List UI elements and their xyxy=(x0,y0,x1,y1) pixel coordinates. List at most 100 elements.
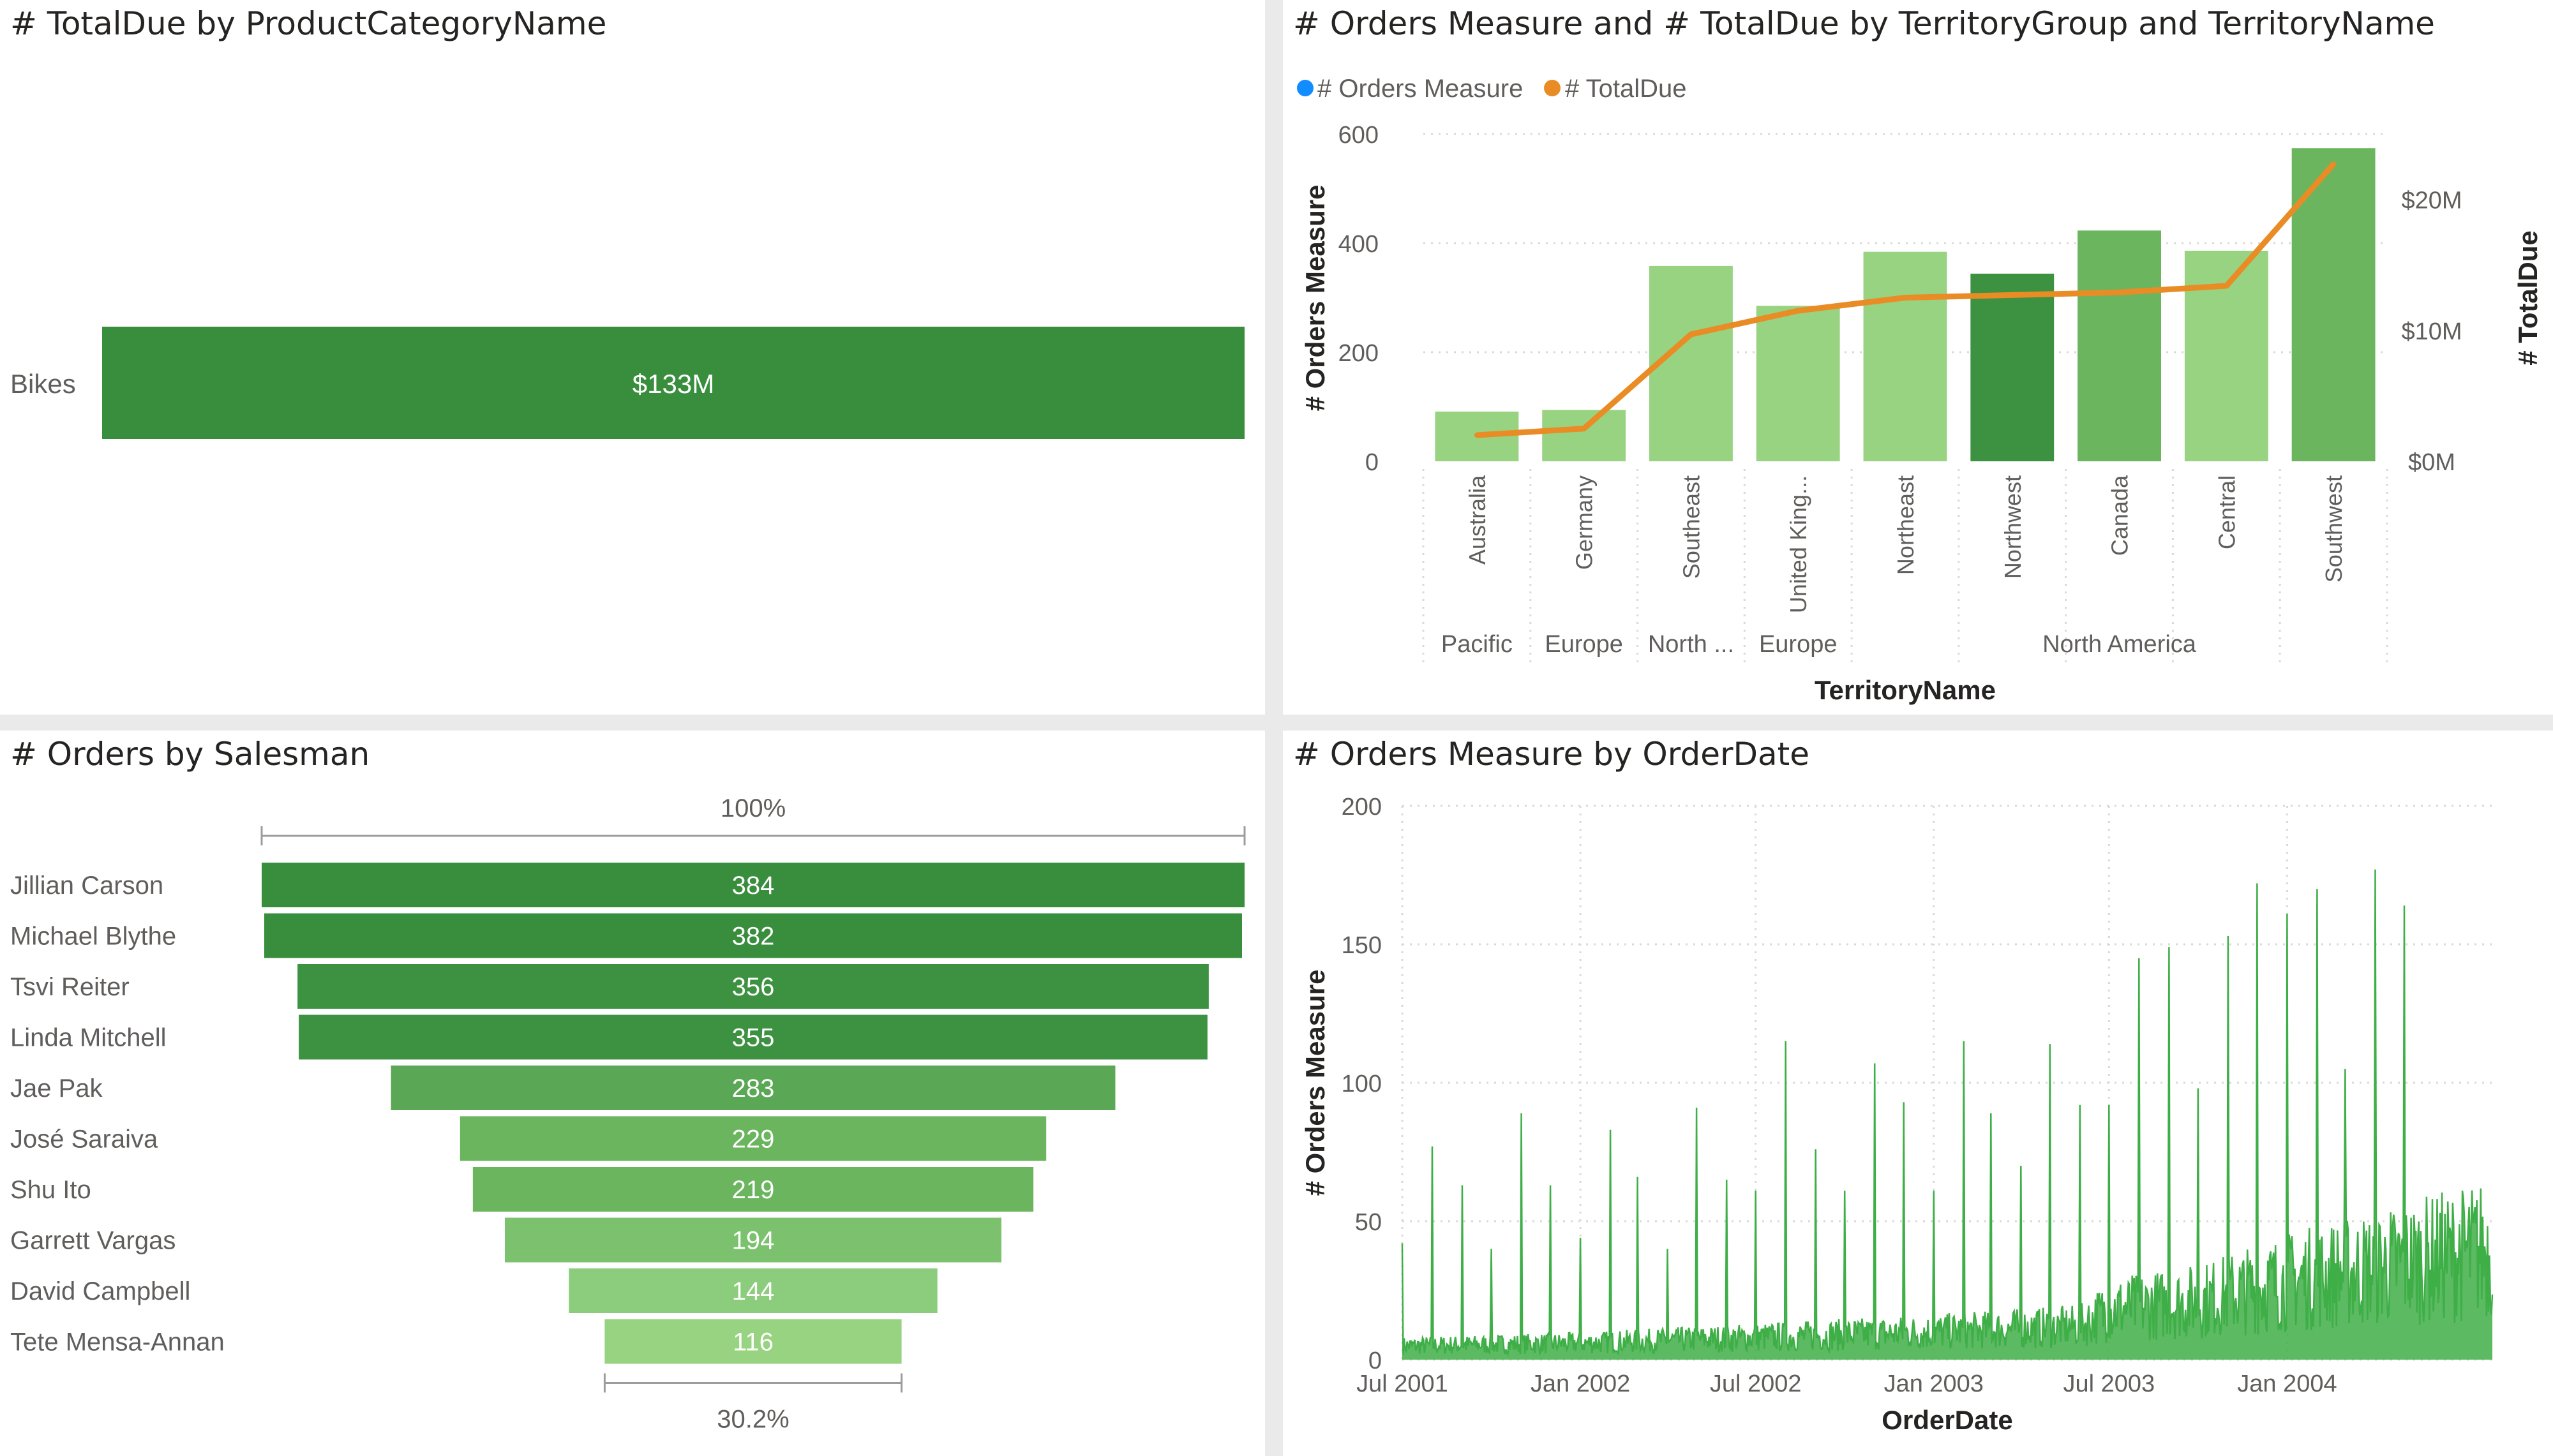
y2-tick-label: $0M xyxy=(2408,449,2455,476)
funnel-category-label: José Saraiva xyxy=(10,1125,158,1154)
line-point xyxy=(1688,331,1694,337)
funnel-category-label: Garrett Vargas xyxy=(10,1227,176,1255)
funnel-data-label: 144 xyxy=(732,1277,775,1305)
x-tick-label: Jan 2003 xyxy=(1884,1371,1984,1397)
funnel-category-label: Tsvi Reiter xyxy=(10,973,130,1001)
funnel-bar xyxy=(472,1167,1034,1212)
category-label: Bikes xyxy=(10,369,76,399)
funnel-category-label: Jae Pak xyxy=(10,1074,103,1103)
x-tick-label: Germany xyxy=(1571,475,1598,570)
line-series-area xyxy=(1402,869,2492,1360)
funnel-bar xyxy=(569,1268,938,1313)
funnel-bar xyxy=(264,913,1242,958)
line-point xyxy=(2009,292,2015,298)
y-tick-label: 200 xyxy=(1338,340,1379,367)
data-label: $133M xyxy=(633,369,714,399)
funnel-category-label: Jillian Carson xyxy=(10,872,163,900)
funnel-chart-panel[interactable]: # Orders by Salesman 100% Jillian Carson 3… xyxy=(0,731,1265,1456)
y-tick-label: 100 xyxy=(1342,1071,1382,1097)
funnel-category-label: Tete Mensa-Annan xyxy=(10,1328,225,1356)
line-point xyxy=(2331,161,2337,167)
line-chart-title: # Orders Measure by OrderDate xyxy=(1293,736,1810,773)
combo-chart-panel[interactable]: # Orders Measure and # TotalDue by Terri… xyxy=(1283,0,2553,715)
funnel-bar xyxy=(604,1319,902,1364)
legend-label: # Orders Measure xyxy=(1317,75,1523,103)
line-series-orders xyxy=(1401,869,2494,1357)
legend-marker-orders xyxy=(1297,80,1314,96)
bar xyxy=(2078,230,2161,461)
funnel-data-label: 355 xyxy=(732,1024,775,1052)
line-point xyxy=(1795,308,1801,314)
x-tick-label: Central xyxy=(2213,475,2240,549)
line-point xyxy=(1581,426,1587,431)
bar-chart-title: # TotalDue by ProductCategoryName xyxy=(10,5,607,42)
bar xyxy=(1542,410,1626,461)
y-tick-label: 0 xyxy=(1368,1348,1382,1374)
y-tick-label: 200 xyxy=(1342,794,1382,821)
x-tick-label: Jan 2004 xyxy=(2237,1371,2337,1397)
funnel-category-label: David Campbell xyxy=(10,1277,190,1305)
x-tick-label: Northwest xyxy=(2000,475,2026,579)
x-axis-title: TerritoryName xyxy=(1815,675,1996,705)
bar xyxy=(102,327,1245,439)
y-tick-label: 0 xyxy=(1365,449,1379,476)
funnel-data-label: 229 xyxy=(732,1125,775,1154)
line-point xyxy=(2224,283,2229,289)
group-label: North America xyxy=(2042,631,2197,658)
funnel-top-label: 100% xyxy=(721,794,786,822)
funnel-data-label: 356 xyxy=(732,973,775,1001)
funnel-category-label: Michael Blythe xyxy=(10,923,176,951)
x-tick-label: Jan 2002 xyxy=(1531,1371,1630,1397)
funnel-data-label: 219 xyxy=(732,1176,775,1204)
legend-label: # TotalDue xyxy=(1565,75,1687,103)
y-tick-label: 400 xyxy=(1338,231,1379,258)
y2-tick-label: $10M xyxy=(2401,318,2462,345)
x-tick-label: Jul 2003 xyxy=(2063,1371,2155,1397)
funnel-bar xyxy=(262,863,1245,907)
line-chart-svg: 0 50 100 150 200 Jul 2001 Jan 2002 Jul 2002 Jan … xyxy=(1300,794,2494,1435)
bar-chart-svg: Bikes $133M xyxy=(10,327,1245,439)
funnel-data-label: 382 xyxy=(732,923,775,951)
x-tick-label: Jul 2001 xyxy=(1356,1371,1448,1397)
funnel-bottom-label: 30.2% xyxy=(717,1406,789,1434)
line-chart-panel[interactable]: # Orders Measure by OrderDate 0 50 100 150 2… xyxy=(1283,731,2553,1456)
funnel-data-label: 194 xyxy=(732,1227,775,1255)
bar xyxy=(1756,306,1840,461)
bar xyxy=(1970,273,2055,461)
x-tick-label: Canada xyxy=(2107,475,2133,556)
funnel-bar xyxy=(504,1217,1002,1263)
x-axis-title: OrderDate xyxy=(1882,1405,2012,1435)
x-tick-label: Jul 2002 xyxy=(1710,1371,1802,1397)
funnel-category-label: Shu Ito xyxy=(10,1176,91,1204)
x-tick-label: Southwest xyxy=(2321,475,2347,583)
combo-chart-title: # Orders Measure and # TotalDue by Terri… xyxy=(1293,5,2435,42)
group-label: North ... xyxy=(1648,631,1734,658)
group-label: Pacific xyxy=(1441,631,1513,658)
x-tick-label: Northeast xyxy=(1892,475,1919,575)
bar xyxy=(1649,265,1733,461)
funnel-category-label: Linda Mitchell xyxy=(10,1024,167,1052)
x-tick-label: Australia xyxy=(1464,475,1490,565)
funnel-bar xyxy=(299,1014,1208,1060)
x-tick-label: United King... xyxy=(1785,475,1811,613)
funnel-chart-svg: 100% Jillian Carson 384 Michael Blythe 382 Ts… xyxy=(10,794,1246,1434)
line-point xyxy=(1903,295,1908,301)
y-tick-label: 150 xyxy=(1342,932,1382,959)
funnel-chart-title: # Orders by Salesman xyxy=(10,736,370,773)
y-axis-title: # Orders Measure xyxy=(1300,185,1330,412)
line-point xyxy=(2116,290,2122,295)
combo-chart-svg: # Orders Measure # TotalDue 0 200 400 600 $0M $… xyxy=(1297,75,2543,705)
group-label: Europe xyxy=(1545,631,1623,658)
bar-chart-panel[interactable]: # TotalDue by ProductCategoryName Bikes $… xyxy=(0,0,1265,715)
y-tick-label: 600 xyxy=(1338,122,1379,149)
x-tick-label: Southeast xyxy=(1678,475,1704,579)
y-tick-label: 50 xyxy=(1355,1209,1382,1236)
bar xyxy=(1863,251,1947,461)
line-point xyxy=(1474,432,1479,438)
bar xyxy=(2291,148,2376,462)
funnel-bar xyxy=(391,1066,1116,1110)
funnel-bar xyxy=(297,964,1209,1009)
funnel-data-label: 116 xyxy=(733,1328,774,1356)
legend-marker-totaldue xyxy=(1544,80,1561,96)
funnel-bar xyxy=(460,1116,1047,1161)
